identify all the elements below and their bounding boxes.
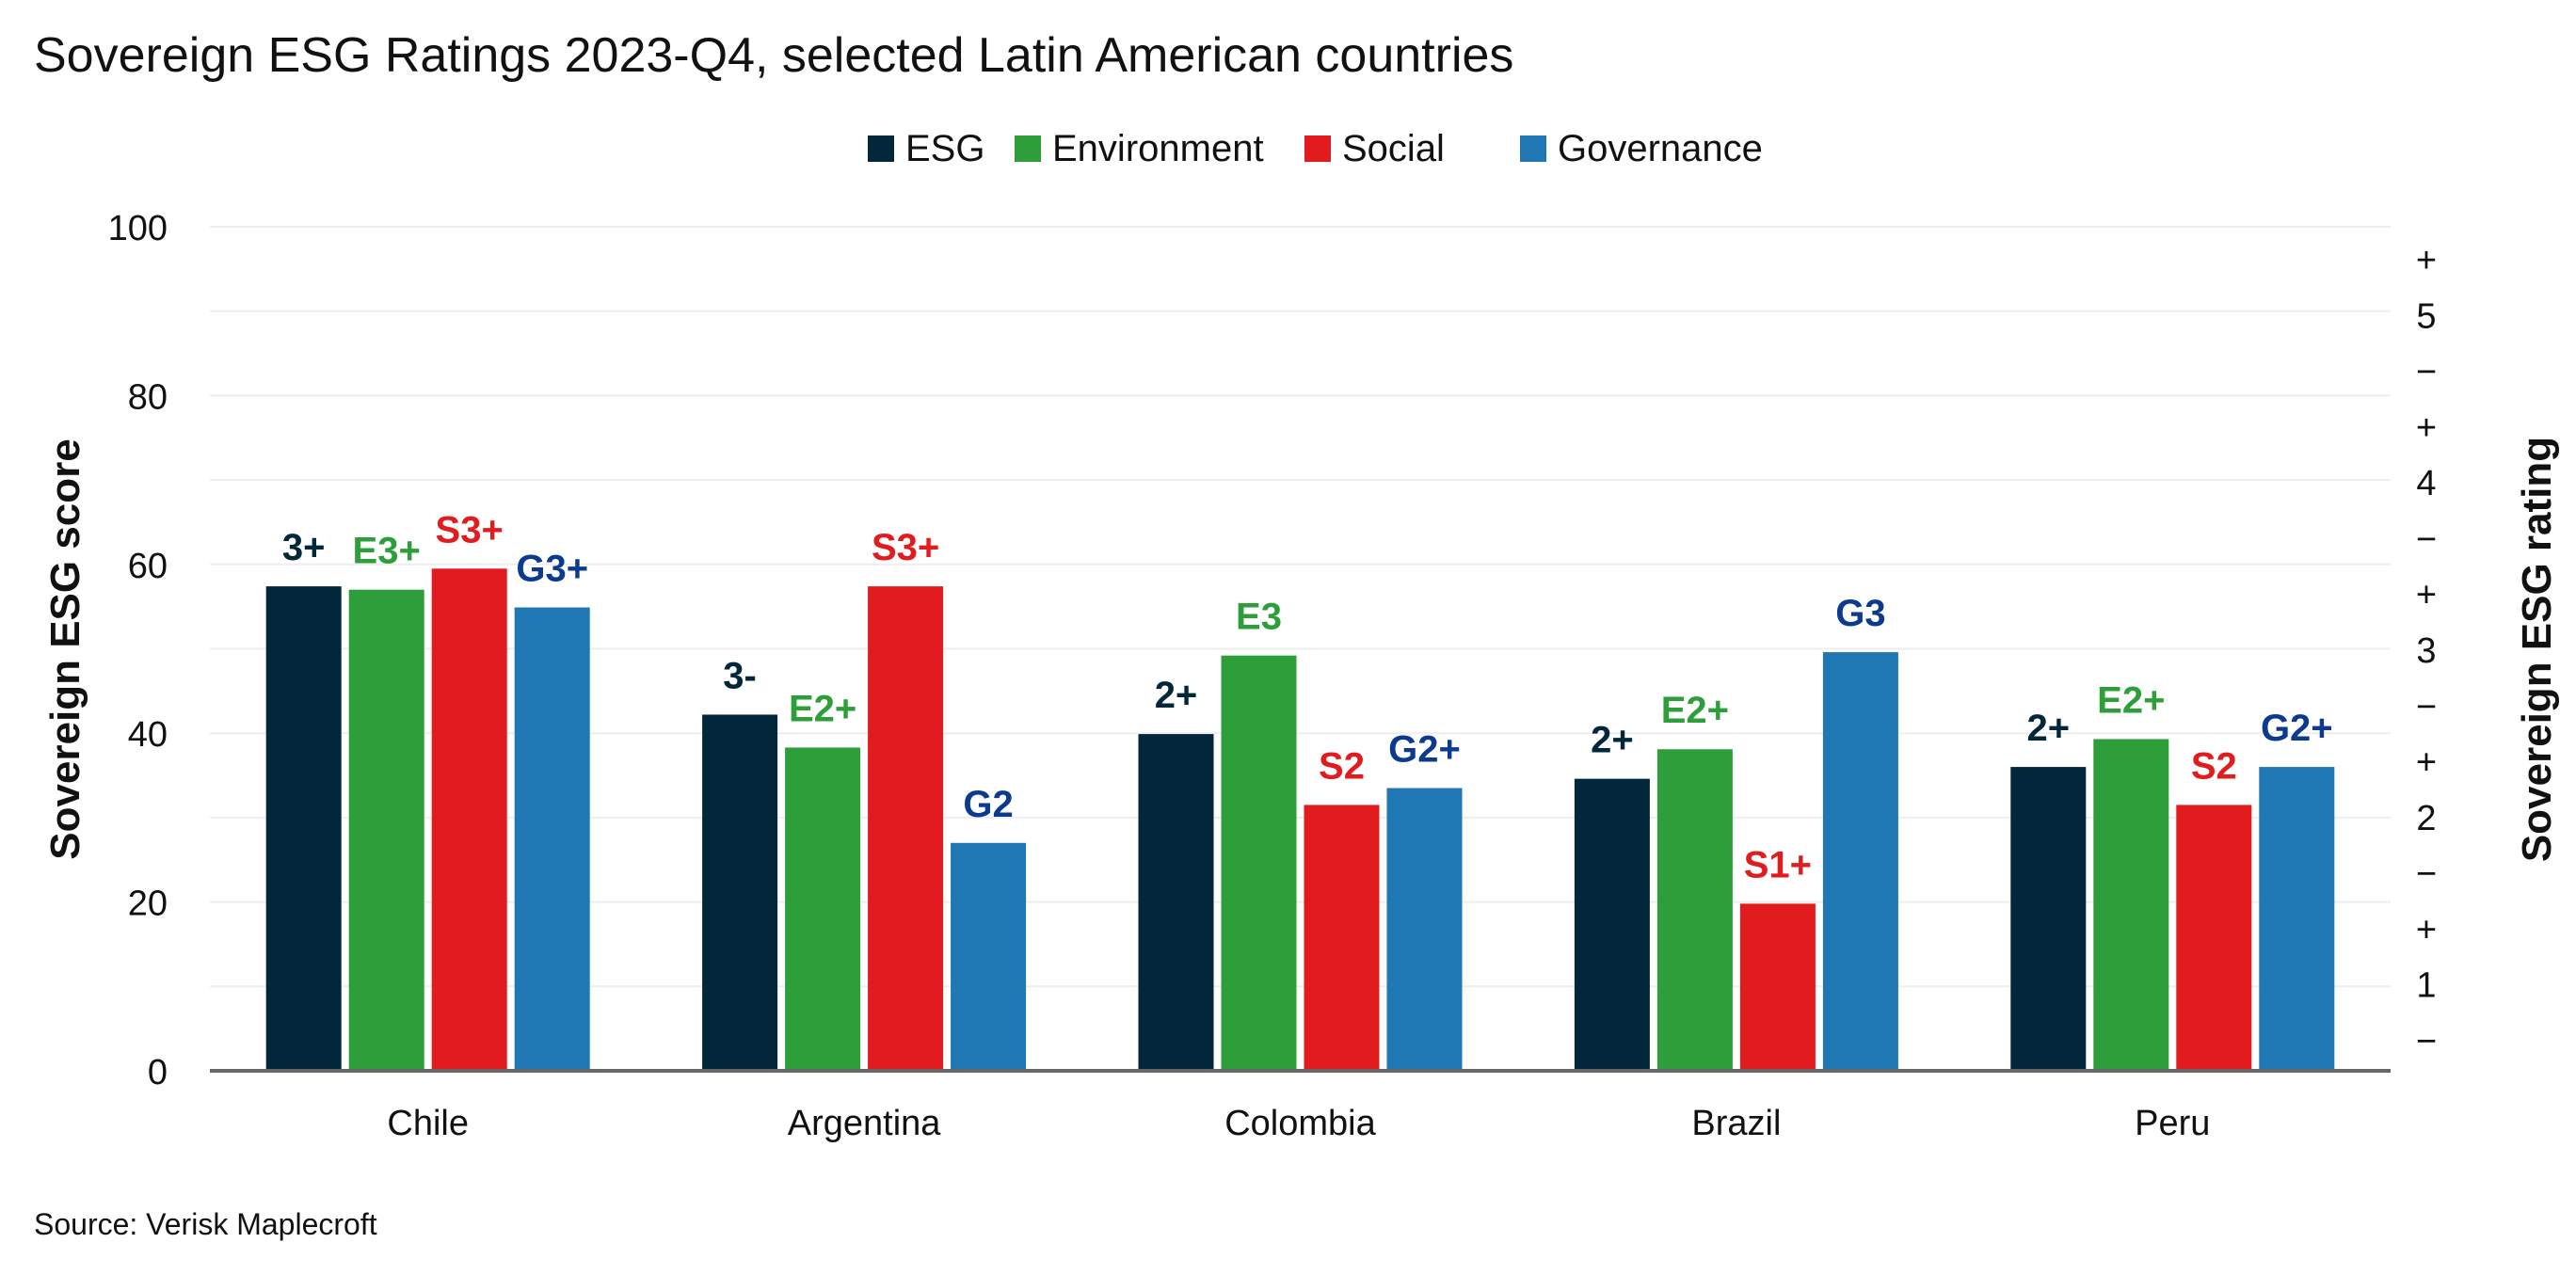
y2-axis-title: Sovereign ESG rating [2514, 437, 2560, 862]
bar-social-colombia [1304, 805, 1380, 1071]
bar-esg-peru [2010, 767, 2087, 1071]
x-axis: Chile Argentina Colombia Brazil Peru [210, 1069, 2391, 1143]
bar-esg-brazil [1574, 778, 1650, 1071]
y-tick-label: 100 [108, 209, 168, 248]
y2-tick-label: 3 [2416, 631, 2436, 671]
chart-title: Sovereign ESG Ratings 2023-Q4, selected … [34, 28, 1513, 83]
x-tick-label: Argentina [788, 1104, 942, 1143]
source-note: Source: Verisk Maplecroft [34, 1207, 377, 1241]
data-label: E3 [1236, 597, 1282, 638]
y2-axis: − 1 + − 2 + − 3 + − 4 + − 5 + [2416, 241, 2437, 1061]
bar-governance-colombia [1386, 788, 1463, 1071]
legend-swatch-environment [1015, 135, 1041, 162]
bar-environment-colombia [1221, 655, 1297, 1071]
y2-tick-label: 4 [2416, 464, 2436, 503]
data-label: E2+ [1661, 690, 1729, 731]
data-label: G3 [1835, 593, 1885, 634]
y2-tick-label: − [2416, 687, 2437, 726]
y-tick-label: 60 [128, 547, 168, 586]
bar-social-brazil [1739, 903, 1816, 1071]
bar-governance-peru [2259, 767, 2335, 1071]
data-label: G2+ [1388, 729, 1461, 771]
data-label: S3+ [872, 527, 939, 568]
y2-tick-label: − [2416, 519, 2437, 559]
y-tick-label: 20 [128, 885, 168, 924]
data-label: S1+ [1744, 844, 1812, 885]
data-label: E2+ [2097, 679, 2165, 721]
y2-tick-label: 5 [2416, 296, 2436, 336]
y2-tick-label: − [2416, 353, 2437, 392]
legend-label: Environment [1052, 128, 1264, 169]
data-label: S2 [2191, 745, 2237, 787]
bar-social-argentina [868, 586, 944, 1071]
y-tick-label: 80 [128, 377, 168, 417]
bar-esg-chile [265, 586, 342, 1071]
data-label: G2 [963, 784, 1013, 825]
data-label: S3+ [436, 509, 504, 550]
bar-environment-chile [348, 589, 424, 1071]
bar-esg-argentina [702, 714, 778, 1071]
bars: 3+ E3+ S3+ G3+ 3- E2+ S3+ G2 2+ E3 S2 G2+ 2+ E2+ S1+ G3… [265, 509, 2335, 1071]
y-axis: 0 20 40 60 80 100 [108, 209, 168, 1092]
y-tick-label: 0 [148, 1053, 168, 1092]
y2-tick-label: + [2416, 408, 2437, 448]
data-label: 2+ [1155, 675, 1198, 716]
bar-social-chile [431, 568, 507, 1071]
data-label: 2+ [2026, 708, 2070, 749]
x-tick-label: Brazil [1691, 1104, 1781, 1143]
legend-label: Social [1342, 128, 1445, 169]
bar-governance-brazil [1822, 652, 1898, 1071]
x-tick-label: Peru [2135, 1104, 2210, 1143]
data-label: E2+ [789, 688, 856, 729]
x-tick-label: Colombia [1224, 1104, 1376, 1143]
bar-environment-argentina [785, 747, 861, 1071]
bar-social-peru [2176, 805, 2252, 1071]
y2-tick-label: 2 [2416, 799, 2436, 838]
y2-tick-label: − [2416, 854, 2437, 894]
bar-esg-colombia [1138, 734, 1214, 1071]
data-label: S2 [1319, 745, 1365, 787]
legend-swatch-governance [1520, 135, 1546, 162]
data-label: G3+ [516, 549, 588, 590]
bar-environment-brazil [1656, 749, 1733, 1071]
y2-tick-label: + [2416, 576, 2437, 615]
bar-governance-chile [514, 607, 590, 1071]
data-label: 2+ [1591, 720, 1634, 761]
bar-environment-peru [2093, 739, 2169, 1071]
y2-tick-label: 1 [2416, 966, 2436, 1006]
legend-swatch-esg [868, 135, 894, 162]
y2-tick-label: + [2416, 241, 2437, 280]
y-axis-title: Sovereign ESG score [42, 438, 88, 860]
y2-tick-label: − [2416, 1022, 2437, 1061]
legend-label: Governance [1558, 128, 1763, 169]
y2-tick-label: + [2416, 743, 2437, 783]
y2-tick-label: + [2416, 910, 2437, 949]
data-label: E3+ [353, 531, 421, 572]
legend: ESG Environment Social Governance [868, 128, 1763, 169]
data-label: 3+ [282, 527, 326, 568]
y-tick-label: 40 [128, 715, 168, 755]
x-tick-label: Chile [387, 1104, 469, 1143]
bar-governance-argentina [951, 842, 1027, 1071]
legend-label: ESG [905, 128, 984, 169]
data-label: G2+ [2261, 708, 2333, 749]
data-label: 3- [723, 655, 757, 696]
legend-swatch-social [1304, 135, 1331, 162]
